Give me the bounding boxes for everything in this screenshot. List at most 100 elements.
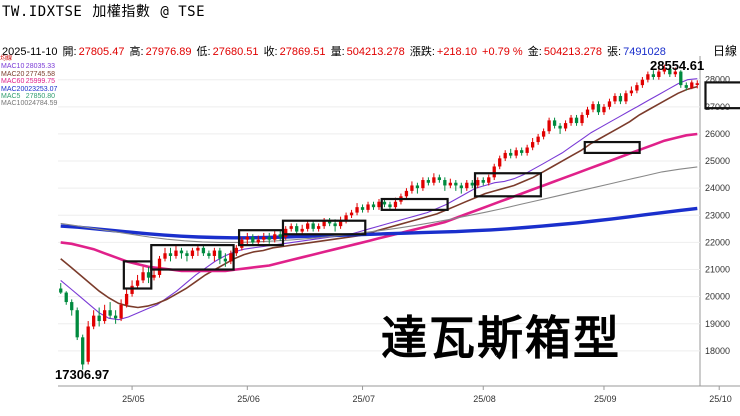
candle-body — [284, 228, 288, 237]
close-value: 27869.51 — [279, 46, 326, 58]
y-tick-label: 26000 — [705, 129, 730, 139]
candle-body — [679, 71, 683, 86]
quote-date: 2025-11-10 — [2, 46, 58, 58]
x-tick-label: 25/07 — [353, 394, 376, 404]
candle-body — [382, 201, 387, 205]
close-label: 收: — [263, 46, 278, 58]
candle-body — [437, 177, 442, 181]
volume-value: 504213.278 — [346, 46, 405, 58]
candle-body — [503, 152, 507, 159]
overlay-caption: 達瓦斯箱型 — [381, 311, 621, 365]
candle-body — [185, 253, 189, 256]
symbol: TW.IDXTSE — [2, 4, 83, 20]
candle-body — [596, 104, 601, 113]
candle-body — [141, 272, 145, 281]
legend-header: 均線 — [0, 56, 13, 62]
candle-body — [443, 180, 447, 186]
candle-body — [552, 120, 557, 126]
candle-body — [64, 292, 68, 303]
candle-body — [684, 85, 688, 88]
candle-body — [146, 272, 151, 278]
x-tick-label: 25/06 — [237, 394, 260, 404]
open-label: 開: — [62, 46, 77, 58]
candle-body — [218, 250, 222, 259]
candle-body — [695, 83, 699, 85]
candle-body — [541, 131, 546, 137]
candle-body — [563, 123, 568, 129]
frequency-selector[interactable]: 日線 — [712, 44, 737, 58]
quote-info-bar: 2025-11-10 開: 27805.47 高: 27976.89 低: 27680… — [2, 43, 668, 58]
candle-body — [410, 185, 414, 191]
high-annotation: 28554.61 — [650, 58, 705, 73]
candle-body — [646, 74, 650, 80]
candle-body — [245, 236, 249, 240]
candle-body — [273, 234, 277, 240]
candle-body — [229, 253, 233, 262]
candle-body — [119, 304, 123, 319]
candle-body — [629, 90, 634, 94]
x-tick-label: 25/05 — [122, 394, 145, 404]
candle-body — [690, 82, 694, 88]
x-tick-label: 25/10 — [709, 394, 732, 404]
low-label: 低: — [196, 46, 211, 58]
candle-body — [70, 302, 74, 311]
candle-body — [240, 239, 244, 248]
darvas-box — [281, 219, 367, 236]
candle-body — [360, 207, 365, 210]
legend-item: MAC60 25999.75 — [1, 78, 55, 86]
candle-body — [426, 180, 431, 183]
candle-body — [415, 185, 420, 189]
candle-body — [251, 236, 255, 243]
y-tick-label: 18000 — [705, 346, 730, 356]
count-value: 7491028 — [623, 46, 666, 58]
y-tick-label: 28000 — [705, 75, 730, 85]
candle-body — [59, 288, 63, 293]
candle-body — [558, 125, 562, 129]
candle-body — [607, 101, 612, 107]
candle-body — [481, 180, 485, 183]
low-annotation: 17306.97 — [55, 367, 110, 382]
candle-body — [624, 93, 628, 102]
candle-body — [618, 95, 623, 102]
candle-body — [311, 223, 315, 229]
candle-body — [432, 177, 436, 183]
candle-body — [256, 239, 260, 243]
candle-body — [108, 310, 112, 316]
candle-body — [306, 223, 310, 229]
count-label: 張: — [607, 46, 622, 58]
y-tick-label: 19000 — [705, 319, 730, 329]
candle-body — [316, 226, 321, 229]
candle-body — [267, 236, 271, 240]
darvas-box — [583, 140, 641, 155]
candle-body — [97, 315, 101, 322]
legend-item: MAC20 27745.58 — [1, 70, 55, 78]
y-tick-label: 20000 — [705, 292, 730, 302]
y-tick-label: 25000 — [705, 156, 730, 166]
candle-body — [613, 95, 617, 102]
amount-value: 504213.278 — [543, 46, 602, 58]
y-tick-label: 27000 — [705, 102, 730, 112]
legend-item: MAC5 27850.80 — [1, 93, 55, 101]
change-value: +218.10 — [436, 46, 477, 58]
candle-body — [640, 79, 645, 86]
candle-body — [86, 326, 90, 362]
candle-body — [536, 136, 540, 143]
candle-body — [278, 234, 282, 237]
candle-body — [602, 106, 606, 113]
candle-body — [388, 204, 392, 208]
candle-body — [673, 71, 677, 75]
darvas-box — [380, 197, 449, 211]
candle-body — [569, 117, 573, 124]
candle-body — [470, 182, 474, 186]
ma-legend: 均線 MAC10 28035.33 MAC20 27745.58 MAC60 2599… — [0, 56, 57, 108]
darvas-box — [122, 260, 153, 290]
candle-body — [476, 180, 480, 186]
candle-body — [168, 253, 173, 256]
change-label: 漲跌: — [409, 46, 435, 58]
high-label: 高: — [129, 46, 144, 58]
index-name: 加權指數 — [92, 4, 151, 20]
candle-body — [404, 190, 409, 197]
y-tick-label: 24000 — [705, 183, 730, 193]
candle-body — [454, 182, 458, 186]
